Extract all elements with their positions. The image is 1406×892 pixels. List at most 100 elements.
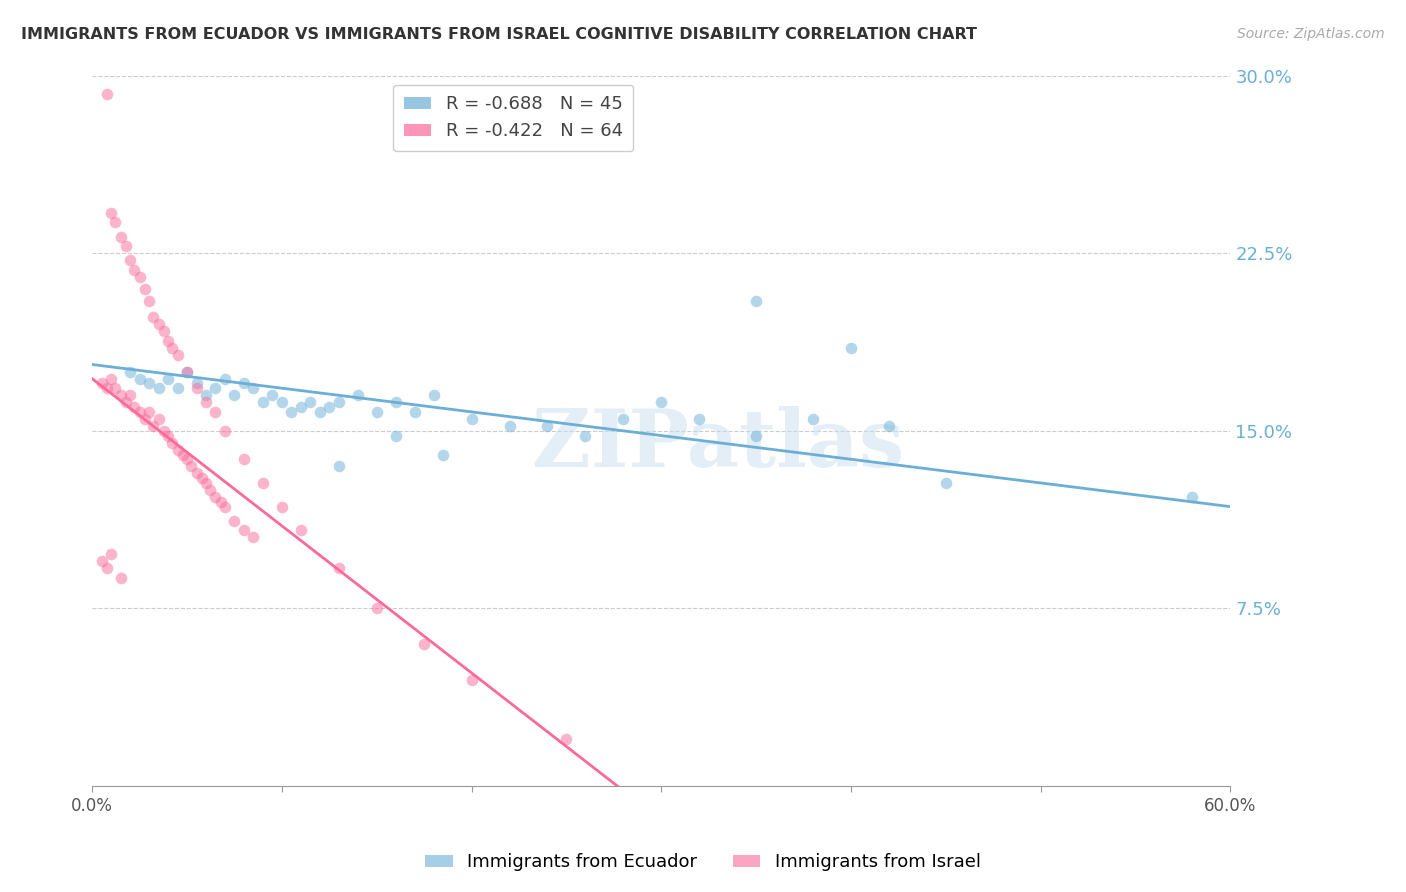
Point — [413, 637, 436, 651]
Point — [110, 388, 132, 402]
Point — [138, 376, 160, 391]
Point — [384, 395, 406, 409]
Point — [650, 395, 672, 409]
Point — [122, 400, 145, 414]
Legend: Immigrants from Ecuador, Immigrants from Israel: Immigrants from Ecuador, Immigrants from… — [418, 847, 988, 879]
Point — [166, 348, 188, 362]
Point — [252, 395, 274, 409]
Point — [166, 381, 188, 395]
Point — [270, 500, 292, 514]
Point — [191, 471, 214, 485]
Point — [120, 388, 142, 402]
Point — [877, 419, 900, 434]
Point — [96, 87, 118, 102]
Point — [328, 459, 350, 474]
Point — [160, 341, 183, 355]
Point — [157, 372, 180, 386]
Point — [318, 400, 340, 414]
Point — [460, 673, 482, 687]
Point — [404, 405, 426, 419]
Legend: R = -0.688   N = 45, R = -0.422   N = 64: R = -0.688 N = 45, R = -0.422 N = 64 — [394, 85, 634, 152]
Point — [100, 206, 122, 220]
Point — [110, 571, 132, 585]
Point — [252, 475, 274, 490]
Point — [176, 365, 198, 379]
Point — [612, 412, 634, 426]
Point — [209, 495, 232, 509]
Point — [1181, 490, 1204, 504]
Point — [328, 561, 350, 575]
Point — [128, 269, 150, 284]
Point — [128, 405, 150, 419]
Point — [96, 381, 118, 395]
Point — [157, 428, 180, 442]
Point — [186, 467, 208, 481]
Point — [104, 215, 127, 229]
Point — [555, 731, 578, 746]
Point — [160, 435, 183, 450]
Point — [134, 412, 156, 426]
Point — [280, 405, 302, 419]
Point — [536, 419, 558, 434]
Point — [422, 388, 444, 402]
Point — [172, 448, 194, 462]
Point — [157, 334, 180, 348]
Point — [96, 561, 118, 575]
Point — [100, 547, 122, 561]
Point — [745, 428, 768, 442]
Point — [346, 388, 368, 402]
Point — [115, 395, 138, 409]
Point — [204, 381, 226, 395]
Point — [180, 459, 202, 474]
Text: IMMIGRANTS FROM ECUADOR VS IMMIGRANTS FROM ISRAEL COGNITIVE DISABILITY CORRELATI: IMMIGRANTS FROM ECUADOR VS IMMIGRANTS FR… — [21, 27, 977, 42]
Point — [935, 475, 957, 490]
Point — [110, 229, 132, 244]
Point — [232, 524, 254, 538]
Point — [290, 524, 312, 538]
Point — [801, 412, 824, 426]
Point — [176, 452, 198, 467]
Point — [134, 282, 156, 296]
Point — [90, 554, 112, 568]
Point — [839, 341, 862, 355]
Point — [128, 372, 150, 386]
Point — [688, 412, 710, 426]
Point — [186, 376, 208, 391]
Point — [148, 412, 170, 426]
Point — [204, 405, 226, 419]
Point — [120, 365, 142, 379]
Point — [195, 388, 218, 402]
Point — [100, 372, 122, 386]
Point — [120, 253, 142, 268]
Point — [214, 500, 236, 514]
Point — [270, 395, 292, 409]
Point — [195, 475, 218, 490]
Point — [384, 428, 406, 442]
Point — [176, 365, 198, 379]
Point — [432, 448, 454, 462]
Point — [328, 395, 350, 409]
Point — [232, 376, 254, 391]
Point — [198, 483, 221, 497]
Point — [224, 514, 246, 528]
Point — [242, 381, 264, 395]
Point — [232, 452, 254, 467]
Point — [745, 293, 768, 308]
Point — [142, 310, 165, 325]
Point — [138, 293, 160, 308]
Point — [366, 601, 388, 615]
Point — [204, 490, 226, 504]
Point — [242, 530, 264, 544]
Text: Source: ZipAtlas.com: Source: ZipAtlas.com — [1237, 27, 1385, 41]
Point — [262, 388, 284, 402]
Point — [299, 395, 322, 409]
Point — [224, 388, 246, 402]
Point — [498, 419, 520, 434]
Point — [153, 324, 176, 338]
Text: ZIPatlas: ZIPatlas — [531, 406, 904, 484]
Point — [148, 381, 170, 395]
Point — [460, 412, 482, 426]
Point — [195, 395, 218, 409]
Point — [214, 424, 236, 438]
Point — [153, 424, 176, 438]
